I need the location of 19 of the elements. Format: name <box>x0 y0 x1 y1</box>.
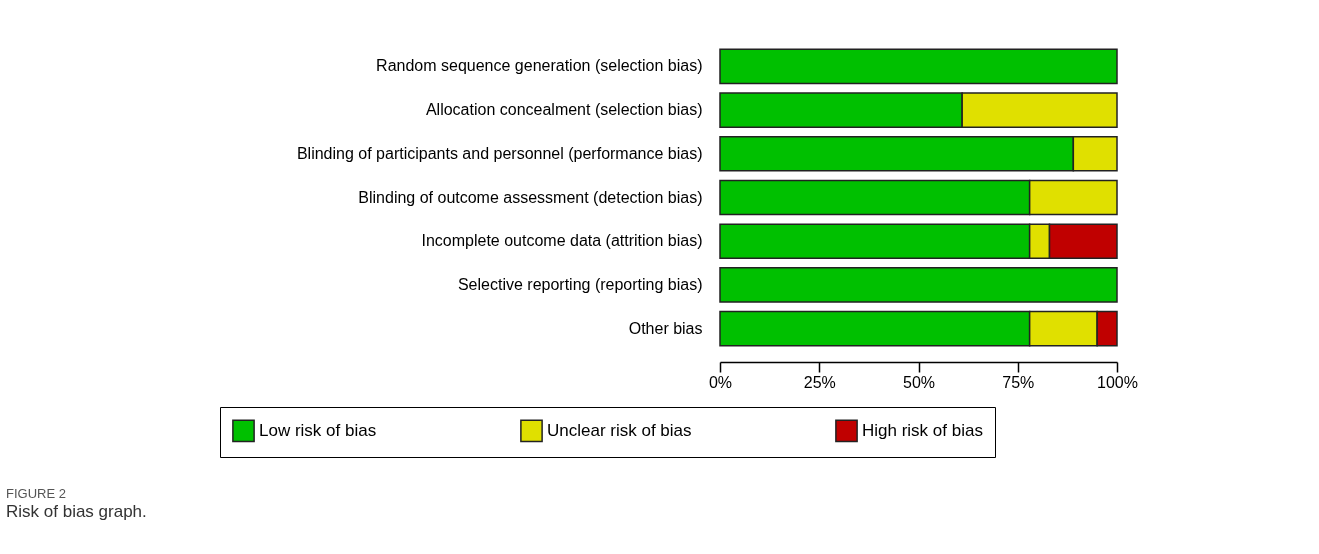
bar <box>719 267 1118 303</box>
y-tick-label: Random sequence generation (selection bias) <box>376 57 703 75</box>
x-tick-label: 100% <box>1097 373 1138 391</box>
y-tick-label: Blinding of outcome assessment (detection bias) <box>358 188 703 206</box>
legend-label: High risk of bias <box>862 420 983 440</box>
caption: FIGURE 2 <box>6 485 66 501</box>
y-tick-label: Selective reporting (reporting bias) <box>457 275 703 293</box>
legend-label: Low risk of bias <box>259 420 377 440</box>
y-tick-label: Incomplete outcome data (attrition bias) <box>421 232 703 250</box>
text: Risk of bias graph. <box>6 501 147 521</box>
x-tick-label: 50% <box>902 373 936 391</box>
y-tick-label: Allocation concealment (selection bias) <box>425 101 703 119</box>
y-tick-label: Other bias <box>628 319 703 337</box>
y-tick-label: Blinding of participants and personnel (performance bias) <box>296 144 703 162</box>
x-tick-label: 0% <box>708 373 733 391</box>
bar <box>719 48 1118 85</box>
x-tick-label: 25% <box>803 373 836 391</box>
legend-label: Unclear risk of bias <box>547 420 692 440</box>
x-tick-label: 75% <box>1002 373 1035 391</box>
